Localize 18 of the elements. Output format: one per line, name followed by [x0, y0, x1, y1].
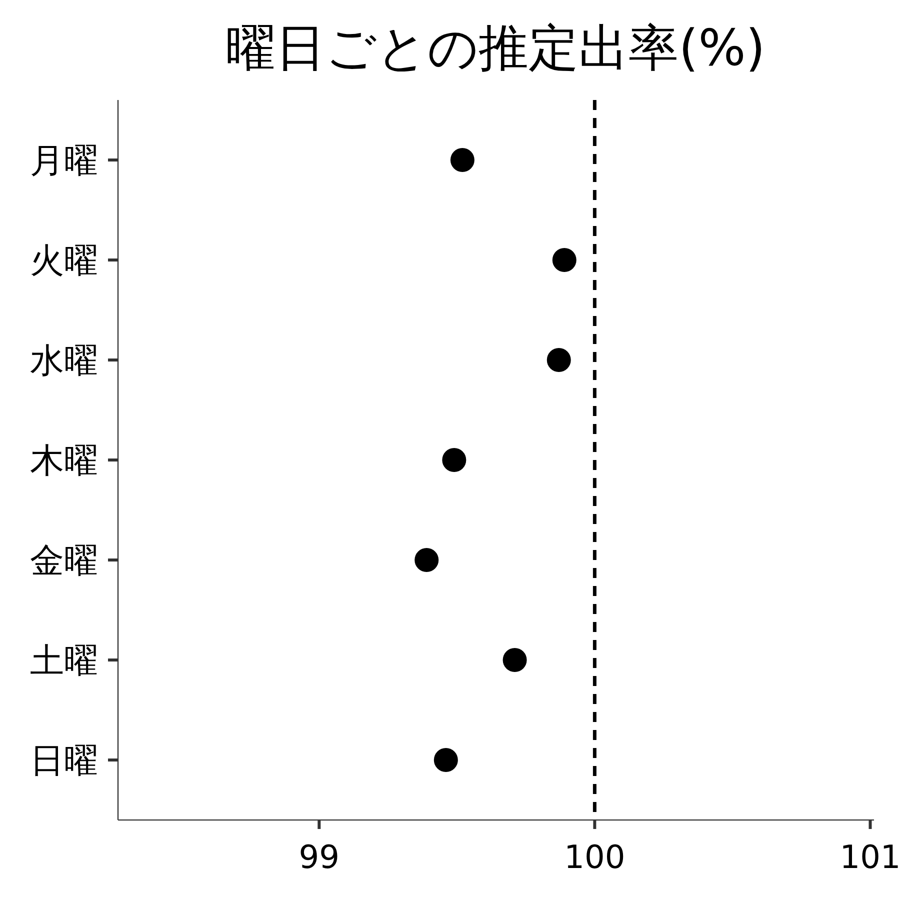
y-tick-label: 日曜 [30, 741, 98, 781]
y-tick-label: 月曜 [30, 141, 98, 181]
point [546, 348, 571, 372]
x-tick-label: 100 [564, 838, 626, 876]
y-tick-label: 木曜 [30, 441, 98, 481]
point [552, 248, 576, 272]
point [434, 748, 458, 772]
x-tick-label: 99 [298, 838, 340, 876]
x-tick-label: 101 [840, 838, 900, 876]
y-tick-label: 金曜 [30, 541, 98, 581]
point [502, 648, 527, 672]
y-tick-label: 火曜 [30, 241, 98, 281]
point [414, 548, 439, 572]
y-tick-label: 土曜 [30, 641, 98, 681]
point [450, 148, 474, 172]
point [442, 448, 466, 472]
y-tick-label: 水曜 [30, 341, 98, 381]
chart-title: 曜日ごとの推定出率(%) [226, 19, 766, 77]
